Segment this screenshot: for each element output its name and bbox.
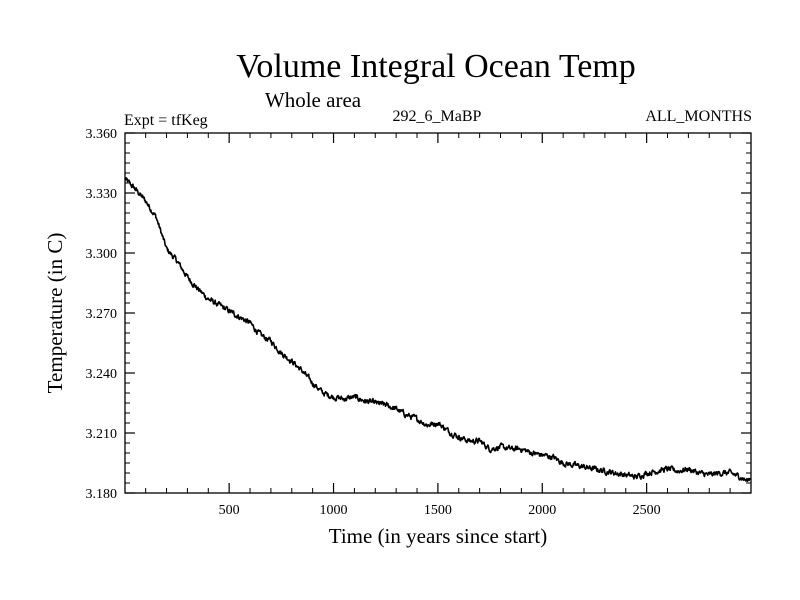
x-tick-label-1: 1000 [320, 503, 348, 518]
y-axis-ticks [125, 132, 751, 494]
x-tick-label-2: 1500 [424, 503, 452, 518]
x-tick-label-0: 500 [219, 503, 240, 518]
y-tick-label-1: 3.210 [86, 427, 118, 442]
y-tick-label-5: 3.330 [86, 187, 118, 202]
experiment-label: Expt = tfKeg [124, 112, 208, 129]
x-axis-tick-labels: 500 1000 1500 2000 2500 [219, 503, 661, 518]
period-label: 292_6_MaBP [393, 108, 482, 125]
x-axis-ticks [145, 133, 731, 493]
x-tick-label-3: 2000 [528, 503, 556, 518]
months-label: ALL_MONTHS [645, 108, 752, 125]
y-tick-label-3: 3.270 [86, 307, 118, 322]
chart-title: Volume Integral Ocean Temp [236, 48, 636, 85]
y-axis-label: Temperature (in C) [43, 233, 67, 394]
y-axis-tick-labels: 3.180 3.210 3.240 3.270 3.300 3.330 3.360 [86, 127, 118, 502]
x-axis-label: Time (in years since start) [329, 524, 548, 548]
y-tick-label-4: 3.300 [86, 247, 118, 262]
temperature-series-line [124, 177, 752, 483]
x-tick-label-4: 2500 [633, 503, 661, 518]
plot-frame [124, 132, 752, 494]
chart-subtitle: Whole area [265, 88, 362, 112]
y-tick-label-6: 3.360 [86, 127, 118, 142]
y-tick-label-0: 3.180 [86, 487, 118, 502]
y-tick-label-2: 3.240 [86, 367, 118, 382]
